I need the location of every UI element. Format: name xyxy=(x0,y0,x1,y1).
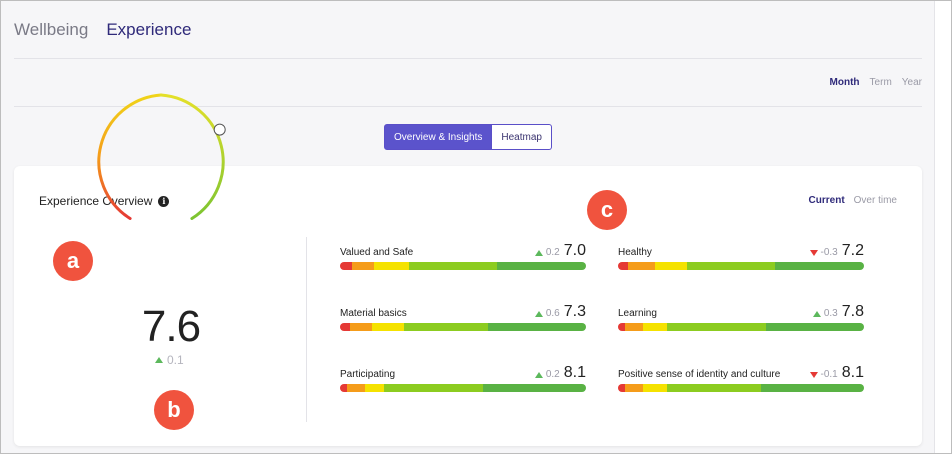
distribution-bar xyxy=(618,323,864,331)
metric-change: -0.1 xyxy=(820,369,838,380)
metric-change: 0.3 xyxy=(823,308,838,319)
metric-learning[interactable]: Learning 0.3 7.8 xyxy=(618,301,864,331)
heatmap-button[interactable]: Heatmap xyxy=(492,124,552,150)
period-year[interactable]: Year xyxy=(901,77,922,88)
up-arrow-icon xyxy=(534,310,543,317)
up-arrow-icon xyxy=(534,249,543,256)
metric-score: 7.8 xyxy=(841,303,864,320)
annotation-marker-c: c xyxy=(587,190,627,230)
card-title-row: Experience Overview i xyxy=(39,194,170,208)
score-gauge xyxy=(97,93,226,220)
gauge-arc-left xyxy=(97,93,163,220)
side-panel-edge xyxy=(934,0,952,454)
up-arrow-icon xyxy=(534,371,543,378)
period-selector: Month Term Year xyxy=(830,77,922,88)
metric-score: 7.0 xyxy=(563,242,586,259)
metric-score: 7.2 xyxy=(841,242,864,259)
overall-score: 7.6 xyxy=(141,302,201,351)
metric-label: Material basics xyxy=(340,308,407,319)
tab-experience[interactable]: Experience xyxy=(106,20,192,39)
current-overtime-toggle: Current Over time xyxy=(809,195,897,206)
distribution-bar xyxy=(340,323,586,331)
down-arrow-icon xyxy=(809,249,818,256)
period-month[interactable]: Month xyxy=(829,77,860,88)
metric-label: Healthy xyxy=(618,247,652,258)
view-toggle: Overview & Insights Heatmap xyxy=(384,124,552,150)
metric-label: Positive sense of identity and culture xyxy=(618,369,781,380)
overall-change: 0.1 xyxy=(155,353,184,367)
metric-identity-and-culture[interactable]: Positive sense of identity and culture -… xyxy=(618,362,864,392)
distribution-bar xyxy=(618,384,864,392)
tab-wellbeing[interactable]: Wellbeing xyxy=(14,20,89,39)
metric-label: Valued and Safe xyxy=(340,247,414,258)
up-arrow-icon xyxy=(155,357,163,363)
metric-change: 0.2 xyxy=(545,369,560,380)
metric-score: 8.1 xyxy=(841,364,864,381)
metric-change: 0.2 xyxy=(545,247,560,258)
distribution-bar xyxy=(618,262,864,270)
distribution-bar xyxy=(340,384,586,392)
gauge-marker xyxy=(213,123,226,136)
overview-insights-button[interactable]: Overview & Insights xyxy=(384,124,493,150)
metric-healthy[interactable]: Healthy -0.3 7.2 xyxy=(618,240,864,270)
metric-score: 7.3 xyxy=(563,303,586,320)
top-nav: Wellbeing Experience xyxy=(14,20,191,40)
overall-change-value: 0.1 xyxy=(167,353,184,367)
divider xyxy=(14,106,922,107)
over-time-toggle[interactable]: Over time xyxy=(853,195,897,206)
metric-label: Learning xyxy=(618,308,657,319)
distribution-bar xyxy=(340,262,586,270)
current-toggle[interactable]: Current xyxy=(808,195,845,206)
metric-score: 8.1 xyxy=(563,364,586,381)
metric-valued-and-safe[interactable]: Valued and Safe 0.2 7.0 xyxy=(340,240,586,270)
metric-label: Participating xyxy=(340,369,396,380)
annotation-marker-b: b xyxy=(154,390,194,430)
metric-participating[interactable]: Participating 0.2 8.1 xyxy=(340,362,586,392)
annotation-marker-a: a xyxy=(53,241,93,281)
divider xyxy=(14,58,922,59)
metric-change: 0.6 xyxy=(545,308,560,319)
up-arrow-icon xyxy=(812,310,821,317)
card-title: Experience Overview xyxy=(39,194,153,208)
vertical-divider xyxy=(306,237,307,422)
gauge-arc-right xyxy=(159,93,225,220)
down-arrow-icon xyxy=(809,371,818,378)
metric-material-basics[interactable]: Material basics 0.6 7.3 xyxy=(340,301,586,331)
period-term[interactable]: Term xyxy=(869,77,892,88)
info-icon[interactable]: i xyxy=(158,195,170,207)
metric-change: -0.3 xyxy=(820,247,838,258)
